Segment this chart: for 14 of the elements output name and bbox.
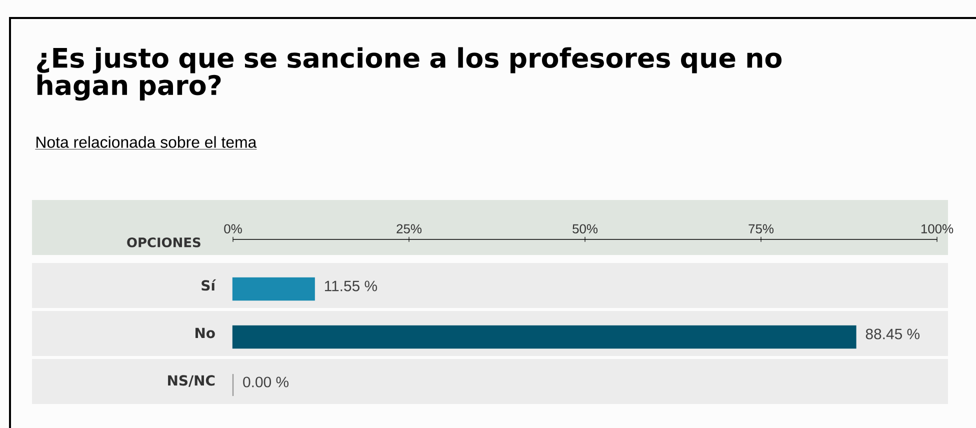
y-tick-label: Sí (202, 279, 216, 291)
chart-subtitle: Nota relacionada sobre el tema (36, 136, 257, 148)
y-tick-label: No (196, 328, 215, 338)
data-label: 0.00 % (243, 376, 288, 388)
x-tick-label: 50% (572, 224, 598, 234)
y-tick-label: NS/NC (168, 375, 215, 387)
x-tick-label: 75% (748, 224, 774, 234)
y-axis-title: OPCIONES (127, 238, 200, 248)
data-label: 88.45 % (866, 328, 920, 340)
chart-title: ¿Es justo que se sancione a los profesores que no hagan paro? (37, 47, 782, 101)
x-tick-label: 100% (921, 224, 954, 234)
x-tick-label: 25% (396, 224, 422, 234)
x-tick-label: 0% (224, 224, 242, 234)
data-label: 11.55 % (324, 280, 378, 292)
